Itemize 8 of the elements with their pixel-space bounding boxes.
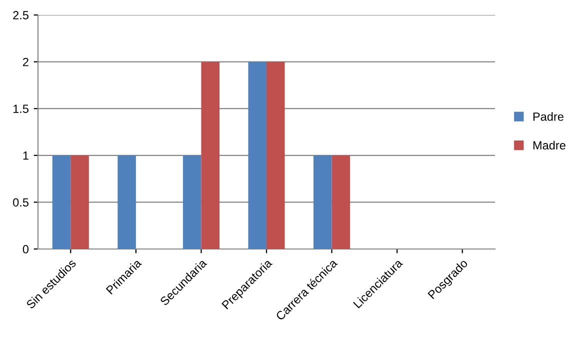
y-tick-label: 1.5 — [13, 104, 28, 113]
y-tick-label: 2.5 — [13, 11, 28, 20]
y-tick-label: 2 — [23, 58, 28, 66]
legend-label: Madre — [533, 140, 566, 150]
y-tick-label: 0.5 — [13, 198, 28, 207]
y-tick-label: 1 — [23, 152, 28, 160]
y-tick-label: 0 — [22, 245, 29, 254]
legend-label: Padre — [533, 112, 564, 121]
